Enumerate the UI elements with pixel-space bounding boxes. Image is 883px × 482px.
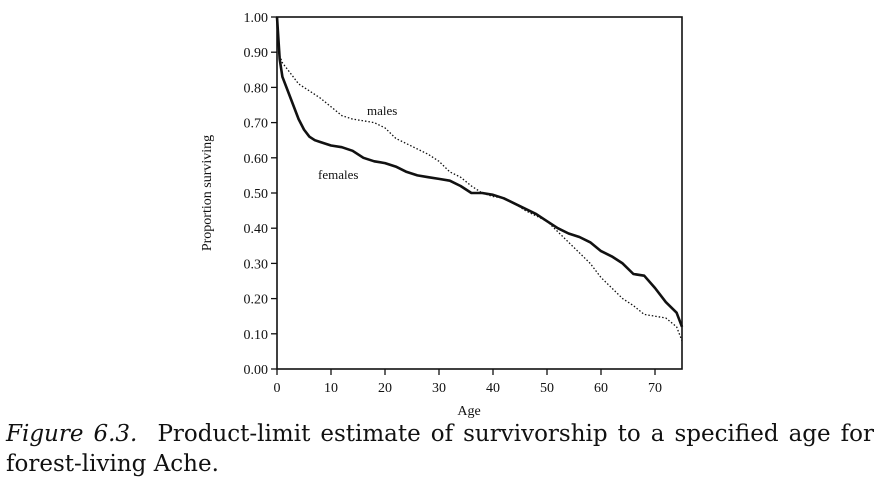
plot-frame — [276, 16, 683, 370]
y-tick-label: 0.30 — [244, 257, 269, 272]
y-tick-label: 0.90 — [244, 46, 269, 61]
series-label-females: females — [318, 167, 358, 182]
y-tick-label: 0.00 — [244, 363, 269, 378]
figure-label: Figure 6.3. — [6, 421, 138, 447]
x-tick-label: 0 — [274, 381, 281, 396]
series-line-males — [276, 16, 683, 342]
y-tick-label: 1.00 — [244, 11, 269, 26]
series-line-females — [275, 16, 684, 328]
y-tick-label: 0.50 — [244, 187, 269, 202]
x-tick-label: 60 — [594, 381, 608, 396]
x-tick-label: 20 — [378, 381, 392, 396]
x-tick-label: 40 — [486, 381, 500, 396]
series-layer — [275, 16, 684, 342]
x-tick-label: 30 — [432, 381, 446, 396]
x-tick-label: 10 — [324, 381, 338, 396]
survivorship-chart: 0.00 0.10 0.20 0.30 0.40 0.50 0.60 0.70 0.80 0.90… — [200, 11, 684, 419]
y-axis-ticks: 0.00 0.10 0.20 0.30 0.40 0.50 0.60 0.70 0.80 0.90… — [244, 11, 277, 378]
y-tick-label: 0.80 — [244, 81, 269, 96]
figure-caption: Figure 6.3. Product-limit estimate of su… — [6, 419, 874, 479]
series-label-males: males — [367, 103, 397, 118]
y-tick-label: 0.20 — [244, 293, 269, 308]
x-tick-label: 70 — [648, 381, 662, 396]
x-axis-label: Age — [457, 404, 480, 419]
y-axis-label: Proportion surviving — [200, 135, 215, 251]
x-tick-label: 50 — [540, 381, 554, 396]
x-axis-ticks: 0 10 20 30 40 50 60 70 — [274, 369, 662, 396]
y-tick-label: 0.70 — [244, 117, 269, 132]
y-tick-label: 0.40 — [244, 222, 269, 237]
figure-caption-text: Product-limit estimate of survivorship t… — [6, 421, 875, 477]
y-tick-label: 0.60 — [244, 152, 269, 167]
y-tick-label: 0.10 — [244, 328, 269, 343]
